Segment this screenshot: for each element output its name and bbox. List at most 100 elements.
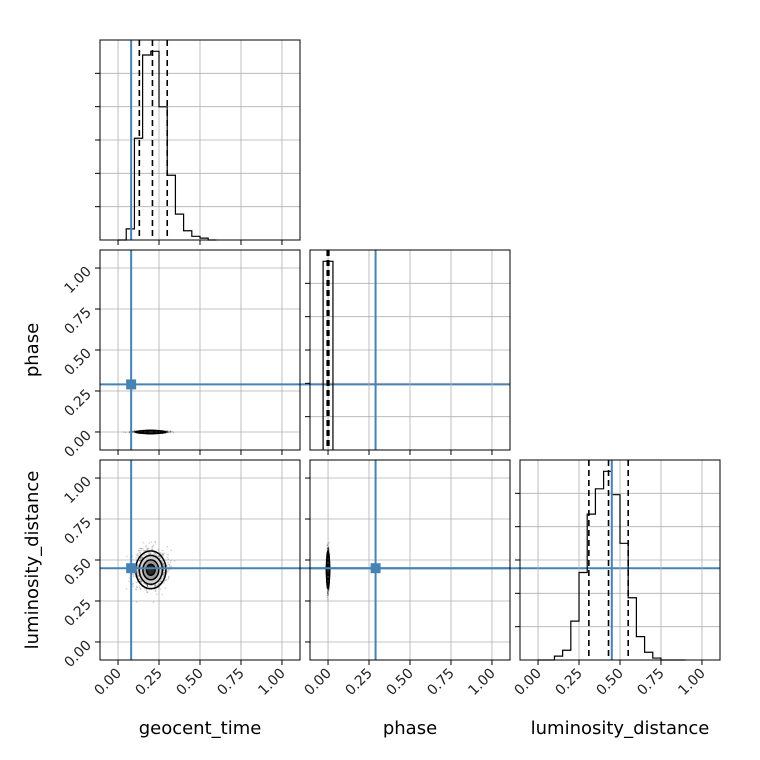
sample-point — [162, 553, 164, 556]
sample-point — [135, 585, 138, 588]
sample-point — [154, 584, 156, 586]
sample-point — [161, 577, 164, 580]
sample-point — [162, 562, 164, 565]
sample-point — [137, 565, 140, 568]
sample-point — [136, 554, 139, 557]
sample-point — [137, 573, 139, 575]
sample-point — [169, 430, 172, 433]
sample-point — [161, 554, 164, 556]
sample-point — [326, 589, 329, 592]
x-tick-label: 0.50 — [173, 666, 206, 699]
sample-point — [136, 553, 139, 555]
sample-point — [148, 584, 151, 587]
sample-point — [162, 553, 165, 556]
panel-phase-luminosity_distance: 0.00 0.25 0.50 0.75 1.00 — [302, 459, 511, 699]
sample-point — [166, 429, 168, 432]
sample-point — [143, 588, 146, 590]
sample-point — [148, 551, 151, 554]
sample-point — [172, 431, 175, 434]
sample-point — [327, 546, 330, 549]
sample-point — [327, 593, 329, 596]
sample-point — [132, 585, 134, 588]
sample-point — [167, 561, 169, 564]
sample-point — [144, 545, 147, 548]
sample-point — [146, 591, 149, 593]
x-tick-label: 0.25 — [552, 666, 585, 699]
y-tick-label: 0.25 — [61, 596, 94, 629]
sample-point — [140, 558, 142, 561]
sample-point — [327, 592, 329, 595]
sample-point — [141, 556, 144, 559]
y-tick-label: 0.00 — [61, 427, 94, 460]
sample-point — [135, 601, 138, 603]
sample-point — [144, 583, 147, 586]
sample-point — [162, 573, 165, 575]
sample-point — [167, 553, 169, 556]
sample-point — [171, 430, 174, 433]
sample-point — [122, 431, 125, 433]
sample-point — [167, 431, 169, 433]
sample-point — [168, 430, 171, 433]
sample-point — [137, 555, 140, 557]
sample-point — [140, 581, 143, 583]
sample-point — [147, 552, 149, 555]
sample-point — [163, 571, 166, 574]
sample-point — [145, 554, 148, 556]
sample-point — [154, 584, 156, 586]
sample-point — [166, 431, 168, 433]
sample-point — [162, 569, 165, 572]
sample-point — [162, 575, 165, 578]
sample-point — [139, 580, 142, 583]
sample-point — [152, 546, 154, 548]
sample-point — [139, 588, 142, 591]
sample-point — [169, 430, 172, 432]
sample-point — [145, 589, 148, 592]
sample-point — [162, 563, 164, 566]
sample-point — [165, 579, 167, 582]
sample-point — [138, 577, 140, 580]
sample-point — [167, 430, 169, 432]
sample-point — [140, 547, 142, 550]
sample-point — [170, 565, 172, 567]
sample-point — [155, 593, 158, 596]
sample-point — [163, 572, 166, 574]
sample-point — [168, 431, 171, 434]
sample-point — [136, 570, 139, 572]
sample-point — [169, 561, 172, 564]
sample-point — [154, 541, 157, 544]
sample-point — [326, 591, 329, 594]
x-tick-label: 0.00 — [512, 666, 545, 699]
sample-point — [157, 555, 160, 557]
sample-point — [144, 553, 146, 556]
sample-point — [146, 585, 149, 587]
sample-point — [162, 565, 165, 568]
sample-point — [139, 552, 142, 554]
sample-point — [326, 544, 328, 547]
sample-point — [167, 578, 169, 580]
y-tick-label: 0.50 — [61, 556, 94, 589]
sample-point — [150, 548, 153, 550]
sample-point — [162, 565, 165, 568]
sample-point — [128, 577, 131, 579]
sample-point — [162, 562, 164, 565]
sample-point — [146, 585, 149, 587]
sample-point — [163, 565, 166, 567]
sample-point — [327, 542, 329, 545]
sample-point — [326, 594, 329, 597]
sample-point — [148, 542, 151, 544]
sample-point — [163, 552, 166, 555]
sample-point — [163, 582, 165, 584]
sample-point — [147, 547, 150, 549]
sample-point — [162, 573, 164, 576]
sample-point — [162, 576, 165, 578]
sample-point — [146, 584, 148, 586]
sample-point — [157, 582, 160, 585]
sample-point — [139, 547, 141, 550]
sample-point — [137, 565, 139, 568]
sample-point — [166, 546, 168, 548]
sample-point — [167, 431, 169, 433]
sample-point — [144, 549, 146, 552]
x-axis-label-geocent_time: geocent_time — [139, 718, 262, 739]
sample-point — [167, 569, 169, 572]
